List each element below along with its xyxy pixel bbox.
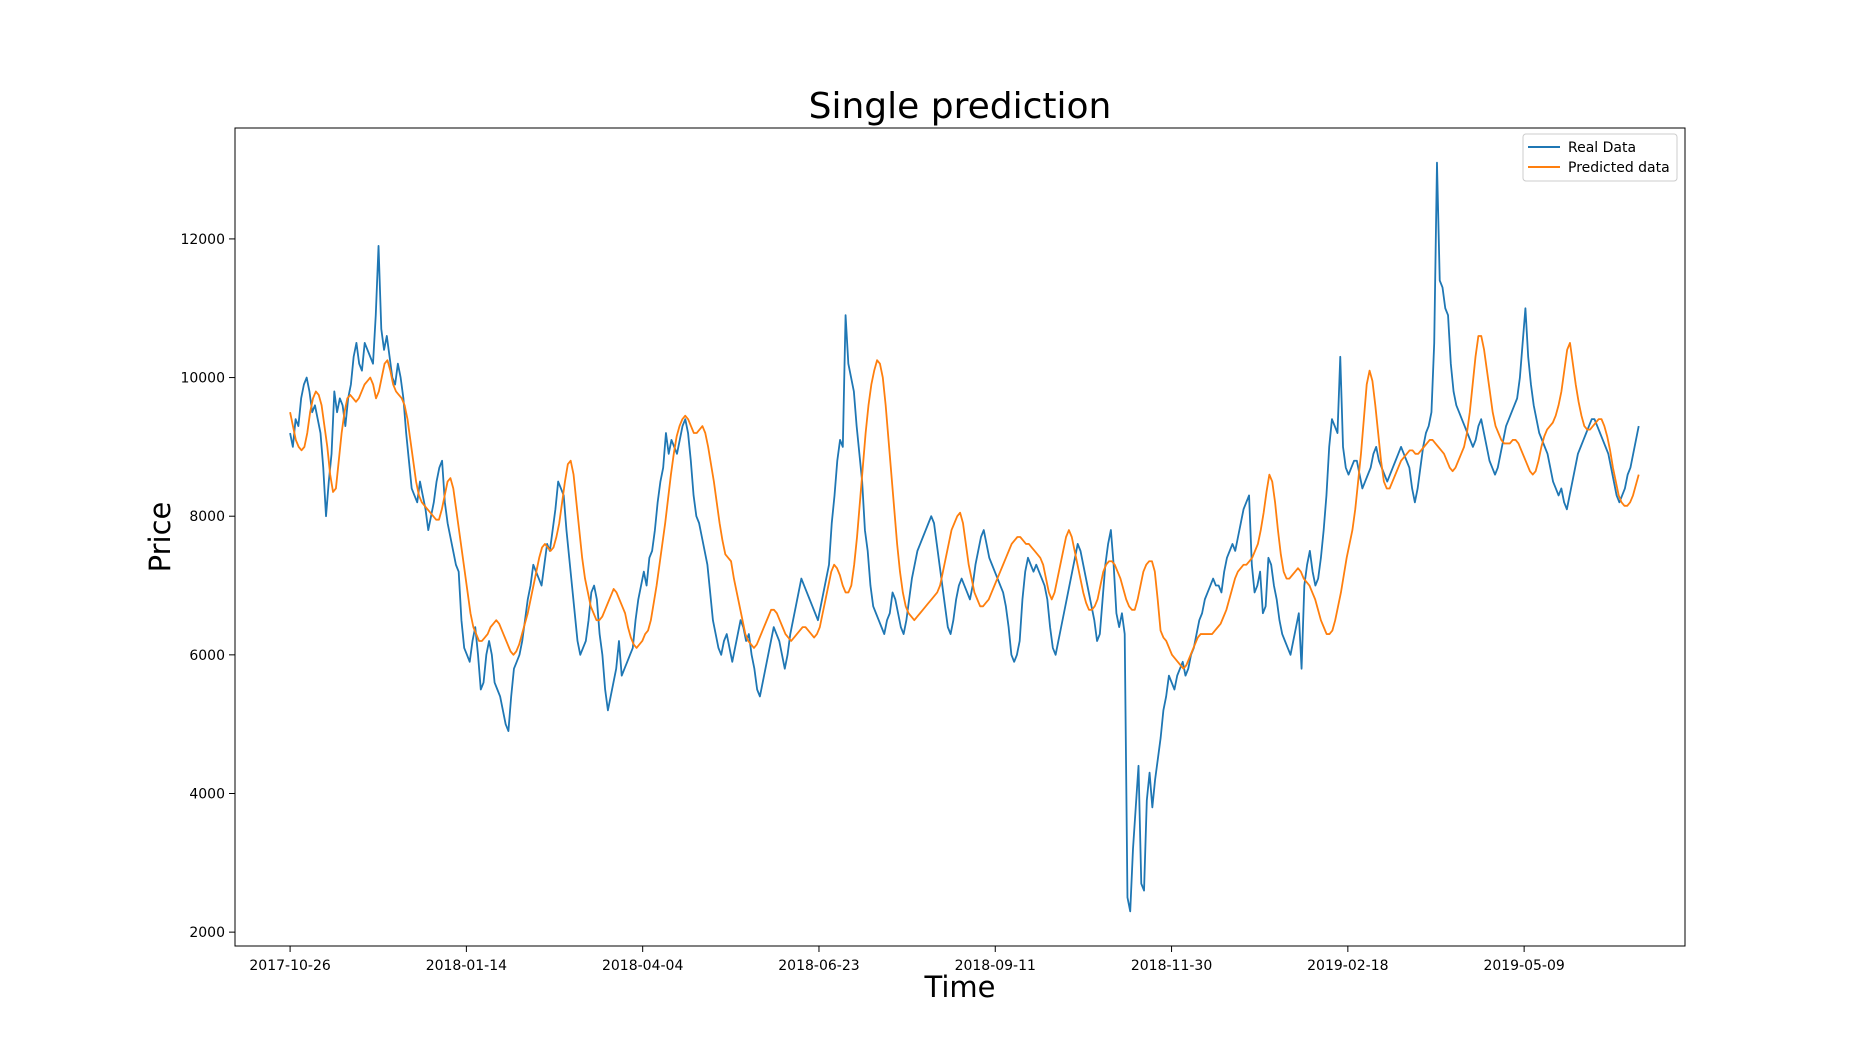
x-tick-label-4: 2018-09-11: [955, 958, 1036, 974]
y-axis-ticks: 2000 4000 6000 8000 10000 12000: [180, 232, 235, 941]
series-group: [289, 161, 1640, 913]
x-axis-title: Time: [924, 970, 996, 1004]
series-line-predicted-data: [289, 335, 1640, 670]
x-tick-label-1: 2018-01-14: [426, 958, 507, 974]
plot-frame: [234, 127, 1686, 947]
legend: Real Data Predicted data: [1522, 133, 1678, 182]
x-tick-label-0: 2017-10-26: [249, 958, 330, 974]
chart-title: Single prediction: [809, 86, 1112, 127]
y-tick-label-2: 6000: [189, 648, 225, 664]
y-tick-label-1: 4000: [189, 786, 225, 802]
y-tick-label-3: 8000: [189, 509, 225, 525]
series-line-real-data: [289, 161, 1640, 913]
x-tick-label-3: 2018-06-23: [778, 958, 859, 974]
x-axis-ticks: 2017-10-26 2018-01-14 2018-04-04 2018-06-23…: [249, 946, 1565, 974]
legend-label-predicted-data: Predicted data: [1568, 160, 1670, 176]
y-tick-label-0: 2000: [189, 925, 225, 941]
x-tick-label-2: 2018-04-04: [602, 958, 683, 974]
x-tick-label-7: 2019-05-09: [1483, 958, 1564, 974]
x-tick-label-5: 2018-11-30: [1131, 958, 1212, 974]
y-tick-label-4: 10000: [180, 371, 225, 387]
x-tick-label-6: 2019-02-18: [1307, 958, 1388, 974]
y-axis-title: Price: [143, 502, 177, 573]
legend-box: [1522, 133, 1678, 182]
legend-label-real-data: Real Data: [1568, 140, 1636, 156]
y-tick-label-5: 12000: [180, 232, 225, 248]
